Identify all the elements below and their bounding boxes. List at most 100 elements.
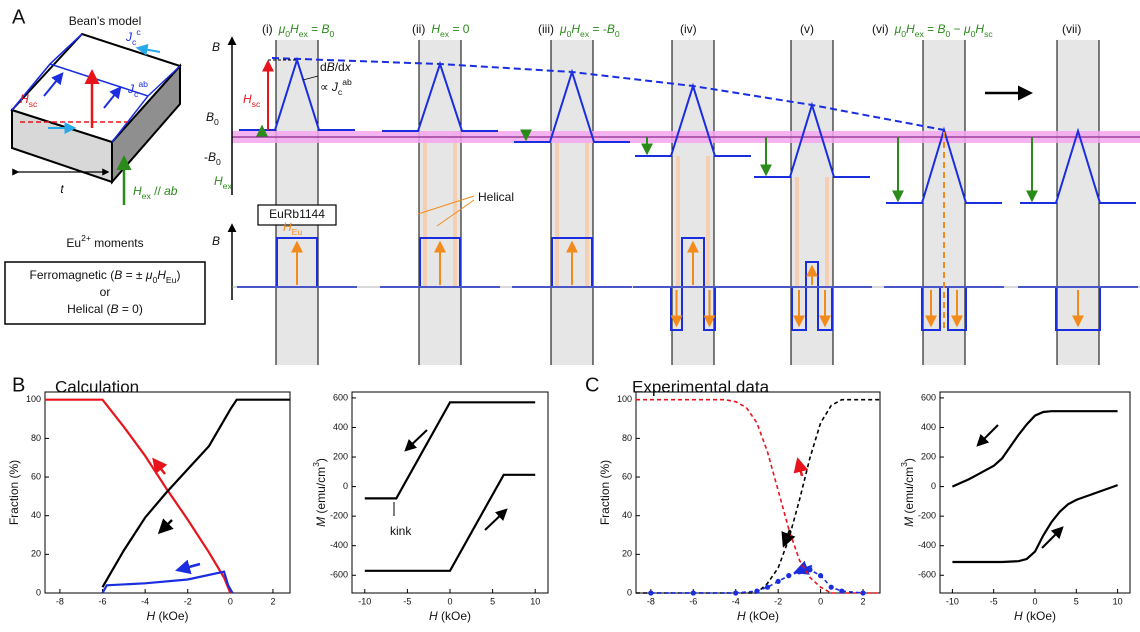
moment-profile bbox=[921, 287, 941, 331]
text-segment: H bbox=[429, 609, 438, 623]
x-tick-label: -8 bbox=[56, 596, 64, 606]
text-segment: M bbox=[314, 517, 328, 527]
text-segment: ex bbox=[915, 29, 925, 39]
text-segment: ex bbox=[580, 29, 590, 39]
y-tick-label: -400 bbox=[330, 540, 348, 550]
data-line bbox=[101, 570, 234, 594]
jc-c-label: Jcc bbox=[125, 27, 141, 47]
moment-profile bbox=[419, 237, 461, 287]
envelope bbox=[271, 57, 945, 131]
data-point bbox=[860, 590, 866, 596]
y-tick-label: 400 bbox=[333, 422, 348, 432]
text-segment: H bbox=[157, 268, 166, 282]
text-segment: M bbox=[902, 517, 916, 527]
x-tick-label: 5 bbox=[490, 596, 495, 606]
moment-profile bbox=[276, 237, 318, 287]
panel-label: A bbox=[12, 6, 26, 28]
text-segment: ex bbox=[223, 181, 233, 191]
text-segment: = 0 bbox=[449, 22, 470, 36]
moment-profile bbox=[947, 287, 967, 331]
y-tick-label: 600 bbox=[921, 392, 936, 402]
data-point bbox=[733, 590, 739, 596]
data-line bbox=[636, 398, 880, 594]
text-segment: Fraction (%) bbox=[7, 460, 21, 525]
label-box bbox=[257, 204, 337, 226]
y-tick-label: 0 bbox=[36, 587, 41, 597]
moment-profile bbox=[551, 237, 593, 287]
y-tick-label: -200 bbox=[918, 511, 936, 521]
material-label: EuRb1144 bbox=[269, 207, 325, 221]
direction-arrow bbox=[484, 508, 508, 531]
helical-band bbox=[706, 156, 710, 287]
x-tick-label: 2 bbox=[270, 596, 275, 606]
text-segment: J bbox=[127, 82, 135, 96]
x-tick-label: -8 bbox=[647, 596, 655, 606]
x-tick-label: 10 bbox=[1113, 596, 1123, 606]
text-segment: /d bbox=[335, 60, 345, 74]
hsc-stage-label: Hsc bbox=[243, 92, 261, 109]
y-tick-label: 20 bbox=[622, 549, 632, 559]
direction-arrow bbox=[976, 424, 999, 447]
x-axis-label: H (kOe) bbox=[146, 609, 188, 623]
data-line bbox=[364, 401, 536, 500]
direction-arrow bbox=[152, 457, 168, 475]
text-segment: J bbox=[125, 30, 133, 44]
roof-lines bbox=[11, 33, 181, 143]
data-point bbox=[690, 590, 696, 596]
text-segment: ab bbox=[342, 77, 352, 87]
y-axis-label: Fraction (%) bbox=[598, 460, 612, 525]
text-segment: 0 bbox=[216, 157, 221, 167]
text-segment: μ bbox=[145, 268, 153, 282]
plot-frame bbox=[635, 391, 881, 594]
heu-label: HEu bbox=[283, 220, 302, 237]
panel-title: Experimental data bbox=[632, 377, 770, 396]
text-segment: H bbox=[1014, 609, 1023, 623]
text-segment: ) bbox=[176, 268, 180, 282]
x-tick-label: -4 bbox=[141, 596, 149, 606]
x-tick-label: -10 bbox=[946, 596, 959, 606]
text-segment: H bbox=[737, 609, 746, 623]
helical-band bbox=[676, 156, 680, 287]
text-segment: ∝ bbox=[320, 80, 332, 94]
text-segment: = 0) bbox=[119, 302, 143, 316]
helical-band bbox=[795, 177, 799, 287]
x-axis-label: H (kOe) bbox=[429, 609, 471, 623]
plot-frame bbox=[351, 391, 549, 594]
text-segment: Eu bbox=[66, 236, 81, 250]
data-line bbox=[952, 484, 1118, 564]
text-segment: H bbox=[431, 22, 440, 36]
text-segment: // bbox=[151, 184, 164, 198]
x-tick-label: 5 bbox=[1074, 596, 1079, 606]
text-segment: x bbox=[344, 60, 352, 74]
stage-label: (vi) μ0Hex = B0 − μ0Hsc bbox=[872, 22, 993, 39]
text-segment: μ bbox=[963, 22, 971, 36]
moment-profile bbox=[1055, 287, 1101, 331]
stage-label: (i) μ0Hex = B0 bbox=[262, 22, 335, 39]
text-segment: - bbox=[204, 150, 208, 164]
stage-strip bbox=[276, 40, 318, 365]
y-tick-label: 80 bbox=[31, 433, 41, 443]
y-tick-label: 80 bbox=[622, 433, 632, 443]
field-profile bbox=[635, 82, 751, 157]
text-segment: H bbox=[20, 92, 29, 106]
x-tick-label: -2 bbox=[774, 596, 782, 606]
moment-profile bbox=[791, 287, 807, 331]
data-point bbox=[828, 584, 834, 590]
x-axis-label: H (kOe) bbox=[1014, 609, 1056, 623]
text-segment: c bbox=[136, 27, 141, 37]
data-point bbox=[648, 590, 654, 596]
slope-label: dB/dx bbox=[320, 60, 352, 74]
y-tick-label: -200 bbox=[330, 511, 348, 521]
text-segment: = ± bbox=[122, 268, 146, 282]
panel-a: A Bean’s model Hsc Jcc Jcab t Hex // ab … bbox=[4, 6, 1140, 365]
x-tick-label: 0 bbox=[447, 596, 452, 606]
panel-title: Calculation bbox=[55, 377, 139, 396]
field-profile bbox=[514, 68, 630, 143]
stage-label: (iii) μ0Hex = -B0 bbox=[538, 22, 620, 39]
text-segment: ) bbox=[902, 458, 916, 462]
text-segment: ex bbox=[440, 29, 450, 39]
y-tick-label: 0 bbox=[343, 481, 348, 491]
data-line bbox=[101, 398, 290, 588]
x-tick-label: -6 bbox=[689, 596, 697, 606]
